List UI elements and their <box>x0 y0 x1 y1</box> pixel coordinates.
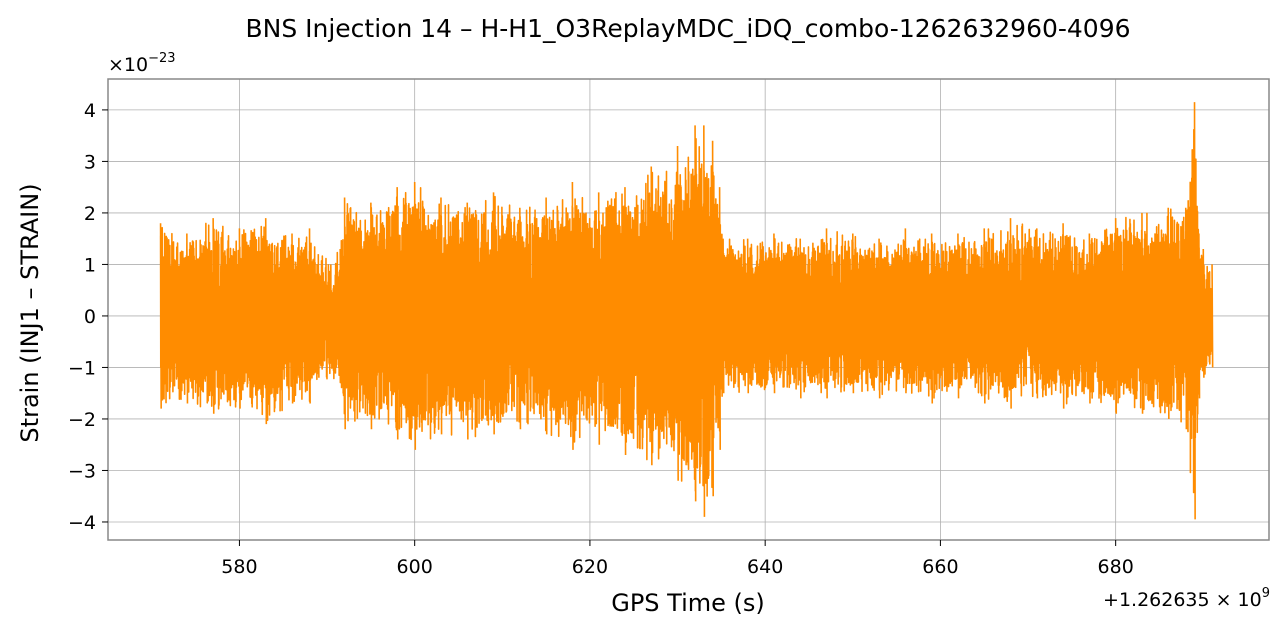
strain-series <box>159 102 1214 520</box>
y-tick-label: −1 <box>68 357 96 379</box>
y-tick-label: 0 <box>84 306 96 328</box>
y-tick-label: 4 <box>84 100 96 122</box>
y-multiplier-prefix: ×10 <box>108 54 148 76</box>
x-tick-label: 680 <box>1098 556 1134 578</box>
y-multiplier-label: ×10−23 <box>108 51 176 76</box>
x-tick-label: 620 <box>572 556 608 578</box>
x-offset-exponent: 9 <box>1262 586 1270 601</box>
x-offset-times: × <box>1216 589 1232 611</box>
y-axis-label: Strain (INJ1 – STRAIN) <box>16 183 44 442</box>
x-tick-label: 600 <box>397 556 433 578</box>
x-tick-label: 660 <box>922 556 958 578</box>
y-multiplier-exponent: −23 <box>148 51 175 66</box>
x-axis-label: GPS Time (s) <box>611 589 765 617</box>
y-tick-label: 2 <box>84 203 96 225</box>
chart-title: BNS Injection 14 – H-H1_O3ReplayMDC_iDQ_… <box>245 14 1130 43</box>
y-tick-label: 3 <box>84 151 96 173</box>
axis-ticks: 580 600 620 640 660 680 −4 −3 −2 −1 0 1 2 3 4 <box>68 100 1134 578</box>
plot-frame <box>107 78 1270 541</box>
y-tick-label: −4 <box>68 512 96 534</box>
x-offset-value: +1.262635 <box>1103 589 1210 611</box>
x-tick-label: 640 <box>747 556 783 578</box>
y-tick-label: −3 <box>68 460 96 482</box>
y-tick-label: −2 <box>68 409 96 431</box>
x-offset-label: +1.262635 × 109 <box>1103 586 1270 611</box>
y-tick-label: 1 <box>84 254 96 276</box>
strain-trace <box>159 102 1214 520</box>
x-tick-label: 580 <box>221 556 257 578</box>
x-offset-base: 10 <box>1238 589 1262 611</box>
